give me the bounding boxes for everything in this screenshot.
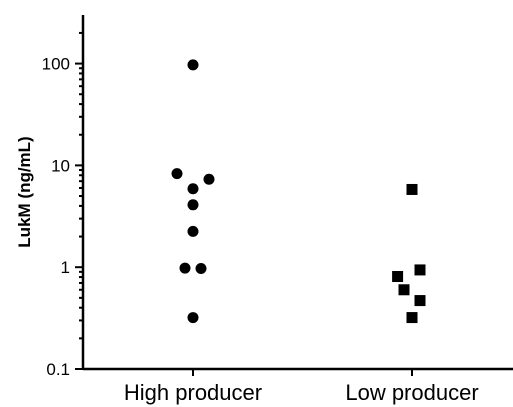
data-point-circle [179, 262, 191, 274]
data-point-square [392, 271, 404, 283]
data-point-square [406, 183, 418, 195]
data-points [171, 59, 426, 324]
y-ticks: 0.1 1 10 100 [42, 31, 83, 379]
data-point-square [414, 264, 426, 276]
data-point-circle [187, 199, 199, 211]
data-point-circle [187, 183, 199, 195]
y-axis-title: LukM (ng/mL) [15, 136, 34, 247]
data-point-square [414, 295, 426, 307]
data-point-circle [187, 59, 199, 71]
data-point-circle [187, 225, 199, 237]
x-category-label: High producer [124, 380, 262, 405]
y-tick-label: 100 [42, 55, 70, 74]
y-tick-label: 0.1 [46, 360, 70, 379]
x-category-label: Low producer [345, 380, 478, 405]
y-tick-label: 10 [51, 156, 70, 175]
data-point-square [398, 284, 410, 296]
y-tick-label: 1 [61, 258, 70, 277]
data-point-circle [203, 173, 215, 185]
data-point-circle [171, 168, 183, 180]
data-point-square [406, 312, 418, 324]
x-categories: High producer Low producer [124, 369, 479, 405]
data-point-circle [187, 312, 199, 324]
data-point-circle [195, 263, 207, 275]
